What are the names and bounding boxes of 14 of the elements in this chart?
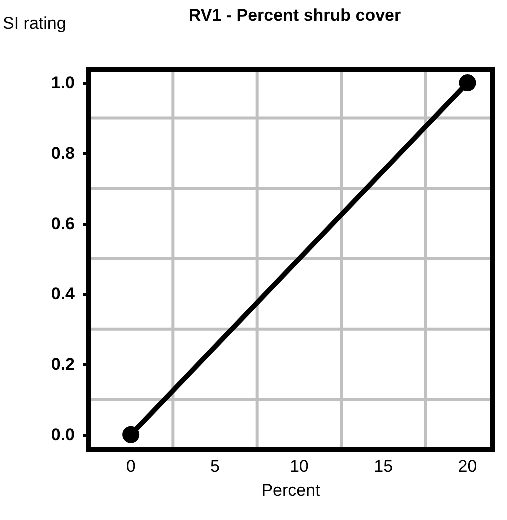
y-tick-label: 0.0 [51,425,75,444]
y-tick-label: 0.2 [51,355,75,374]
y-tick-label: 0.8 [51,144,75,163]
x-tick-label: 10 [290,457,309,476]
x-tick-label: 20 [458,457,478,476]
y-tick-label: 0.4 [51,284,76,304]
x-tick-label: 0 [126,457,136,476]
chart-title: RV1 - Percent shrub cover [188,6,402,25]
y-tick-label: 1.0 [51,74,75,93]
x-tick-label: 5 [210,457,220,476]
x-tick-label: 15 [374,457,394,476]
y-tick-label: 0.6 [51,214,75,234]
x-axis-title: Percent [262,481,321,500]
y-axis-title: SI rating [3,14,66,33]
